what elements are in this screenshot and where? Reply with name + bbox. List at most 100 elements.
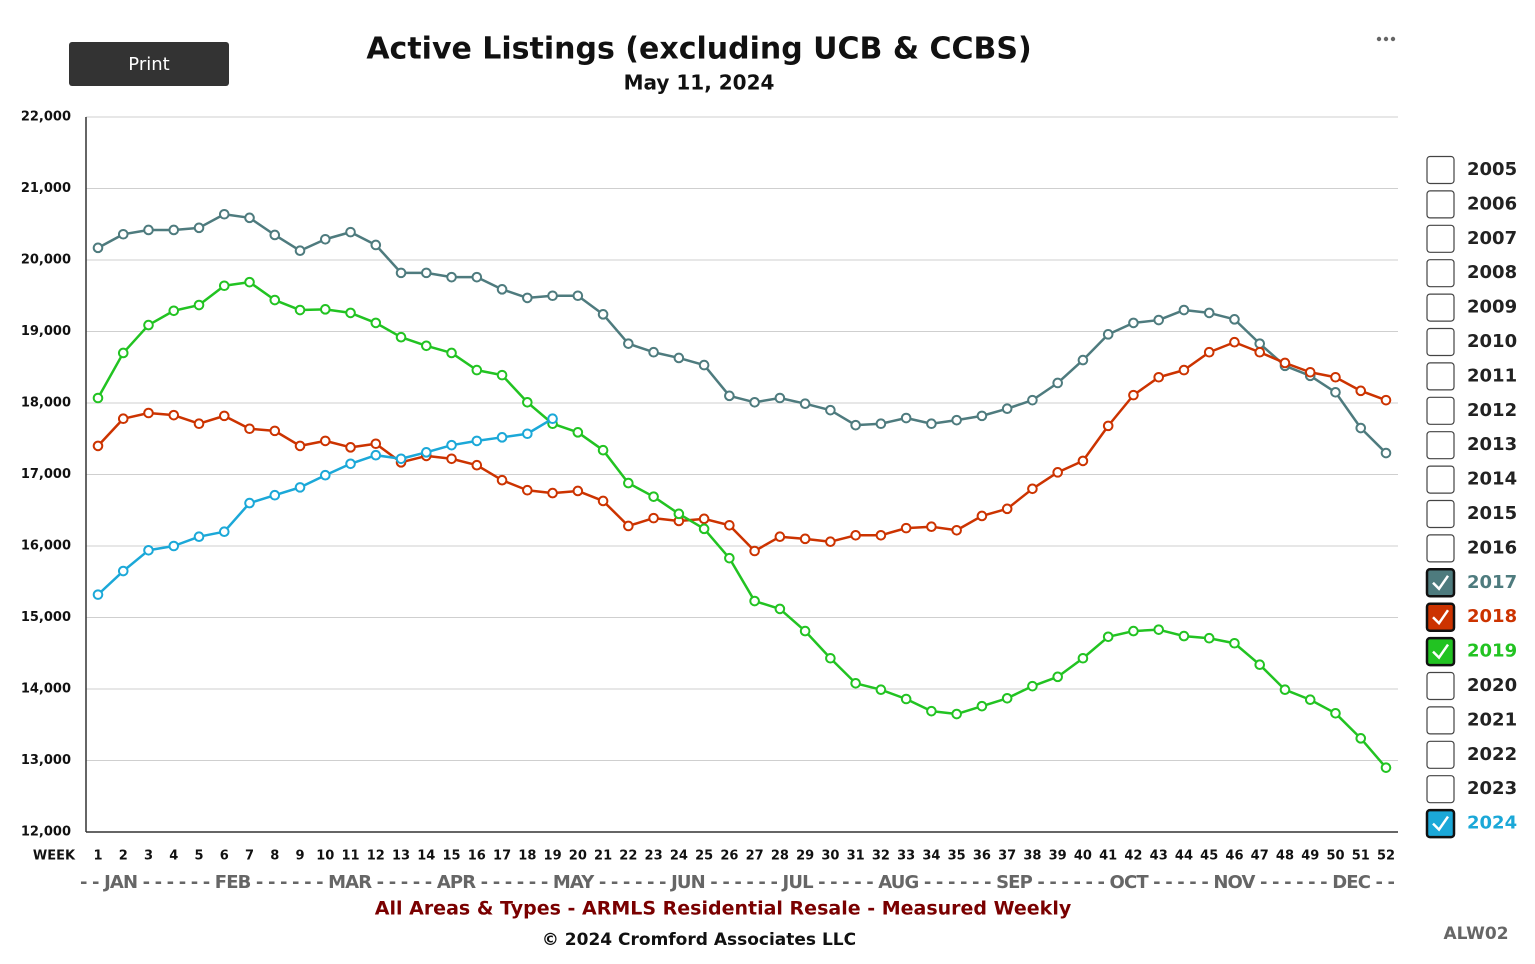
data-point: [395, 267, 407, 279]
legend-label[interactable]: 2008: [1467, 262, 1517, 283]
x-tick-label: 44: [1175, 849, 1193, 864]
x-tick-label: 24: [670, 849, 688, 864]
data-point: [496, 369, 508, 381]
data-point: [900, 522, 912, 534]
data-point: [900, 693, 912, 705]
data-point: [421, 340, 432, 352]
y-tick-label: 12,000: [21, 825, 71, 840]
y-tick-label: 16,000: [21, 539, 71, 554]
legend-checkbox[interactable]: [1426, 740, 1455, 769]
print-label[interactable]: Print: [128, 54, 169, 75]
data-point: [522, 396, 533, 408]
legend-checkbox[interactable]: [1426, 671, 1455, 701]
legend-label[interactable]: 2022: [1467, 744, 1517, 765]
x-tick-label: 35: [948, 849, 966, 864]
data-point: [976, 410, 988, 422]
data-point: [471, 435, 483, 447]
legend-label[interactable]: 2018: [1467, 606, 1517, 627]
legend-checkbox[interactable]: [1425, 568, 1456, 598]
legend-checkbox[interactable]: [1426, 775, 1455, 804]
legend-label[interactable]: 2009: [1467, 297, 1517, 318]
data-point: [269, 425, 281, 437]
legend-label[interactable]: 2012: [1467, 400, 1517, 421]
x-tick-label: 20: [569, 849, 587, 864]
data-point: [117, 347, 129, 359]
legend-checkbox[interactable]: [1426, 396, 1455, 425]
data-point: [623, 338, 634, 349]
data-point: [1380, 394, 1392, 406]
legend-label[interactable]: 2015: [1467, 503, 1517, 524]
legend-label[interactable]: 2013: [1467, 434, 1517, 455]
data-point: [1027, 680, 1038, 692]
legend-label[interactable]: 2020: [1467, 675, 1517, 696]
x-tick-label: 6: [220, 849, 229, 864]
data-point: [926, 418, 937, 430]
data-point: [749, 595, 760, 607]
data-point: [1330, 708, 1341, 719]
legend-checkbox[interactable]: [1426, 293, 1455, 322]
data-point: [1102, 631, 1114, 643]
data-point: [572, 485, 584, 497]
series-line: [97, 212, 1387, 454]
data-point: [623, 477, 634, 489]
x-tick-label: 2: [119, 849, 128, 864]
legend-label[interactable]: 2019: [1467, 641, 1517, 662]
data-point: [597, 495, 609, 507]
data-point: [825, 404, 836, 416]
data-point: [1279, 357, 1291, 369]
legend-label[interactable]: 2010: [1467, 331, 1517, 352]
legend-label[interactable]: 2017: [1467, 572, 1517, 593]
legend-label[interactable]: 2011: [1467, 365, 1517, 386]
legend-checkbox[interactable]: [1426, 499, 1455, 529]
y-tick-label: 19,000: [21, 324, 71, 339]
legend-label[interactable]: 2023: [1467, 778, 1517, 799]
data-point: [143, 407, 154, 419]
legend-checkbox[interactable]: [1426, 155, 1455, 185]
legend-label[interactable]: 2014: [1467, 469, 1517, 490]
data-point: [446, 453, 457, 465]
legend-label[interactable]: 2005: [1467, 159, 1517, 180]
x-tick-label: 29: [796, 849, 814, 864]
data-point: [673, 352, 685, 364]
legend-checkbox[interactable]: [1426, 362, 1455, 391]
legend-checkbox[interactable]: [1425, 636, 1456, 667]
legend-checkbox[interactable]: [1426, 465, 1455, 494]
legend-checkbox[interactable]: [1426, 534, 1455, 563]
data-point: [496, 474, 508, 486]
data-point: [976, 700, 988, 712]
data-point: [1330, 371, 1341, 383]
data-point: [446, 347, 457, 359]
data-point: [92, 242, 104, 254]
x-tick-label: 32: [872, 849, 890, 864]
legend-checkbox[interactable]: [1426, 259, 1455, 288]
data-point: [218, 526, 230, 538]
legend-checkbox[interactable]: [1426, 706, 1455, 735]
legend-label[interactable]: 2024: [1467, 813, 1517, 834]
menu-icon[interactable]: [1376, 36, 1396, 42]
data-point: [926, 521, 937, 532]
data-point: [1102, 329, 1114, 340]
legend-checkbox[interactable]: [1426, 224, 1455, 253]
legend-checkbox[interactable]: [1426, 327, 1455, 357]
x-tick-label: 31: [847, 849, 865, 864]
data-point: [1254, 338, 1266, 349]
print-button[interactable]: [69, 42, 229, 86]
copyright: © 2024 Cromford Associates LLC: [542, 930, 856, 950]
data-point: [117, 228, 129, 240]
x-tick-label: 30: [821, 849, 839, 864]
legend-label[interactable]: 2016: [1467, 537, 1517, 558]
legend-checkbox[interactable]: [1426, 190, 1455, 219]
data-point: [572, 427, 584, 438]
legend-label[interactable]: 2021: [1467, 709, 1517, 730]
y-tick-label: 13,000: [21, 753, 71, 768]
x-tick-label: 50: [1326, 849, 1344, 864]
legend-checkbox[interactable]: [1426, 431, 1455, 460]
data-point: [1330, 386, 1341, 398]
legend-checkbox[interactable]: [1425, 602, 1456, 632]
x-tick-label: 21: [594, 849, 612, 864]
legend-label[interactable]: 2007: [1467, 228, 1517, 249]
data-point: [875, 418, 887, 430]
legend-label[interactable]: 2006: [1467, 193, 1517, 214]
legend-checkbox[interactable]: [1425, 808, 1456, 839]
